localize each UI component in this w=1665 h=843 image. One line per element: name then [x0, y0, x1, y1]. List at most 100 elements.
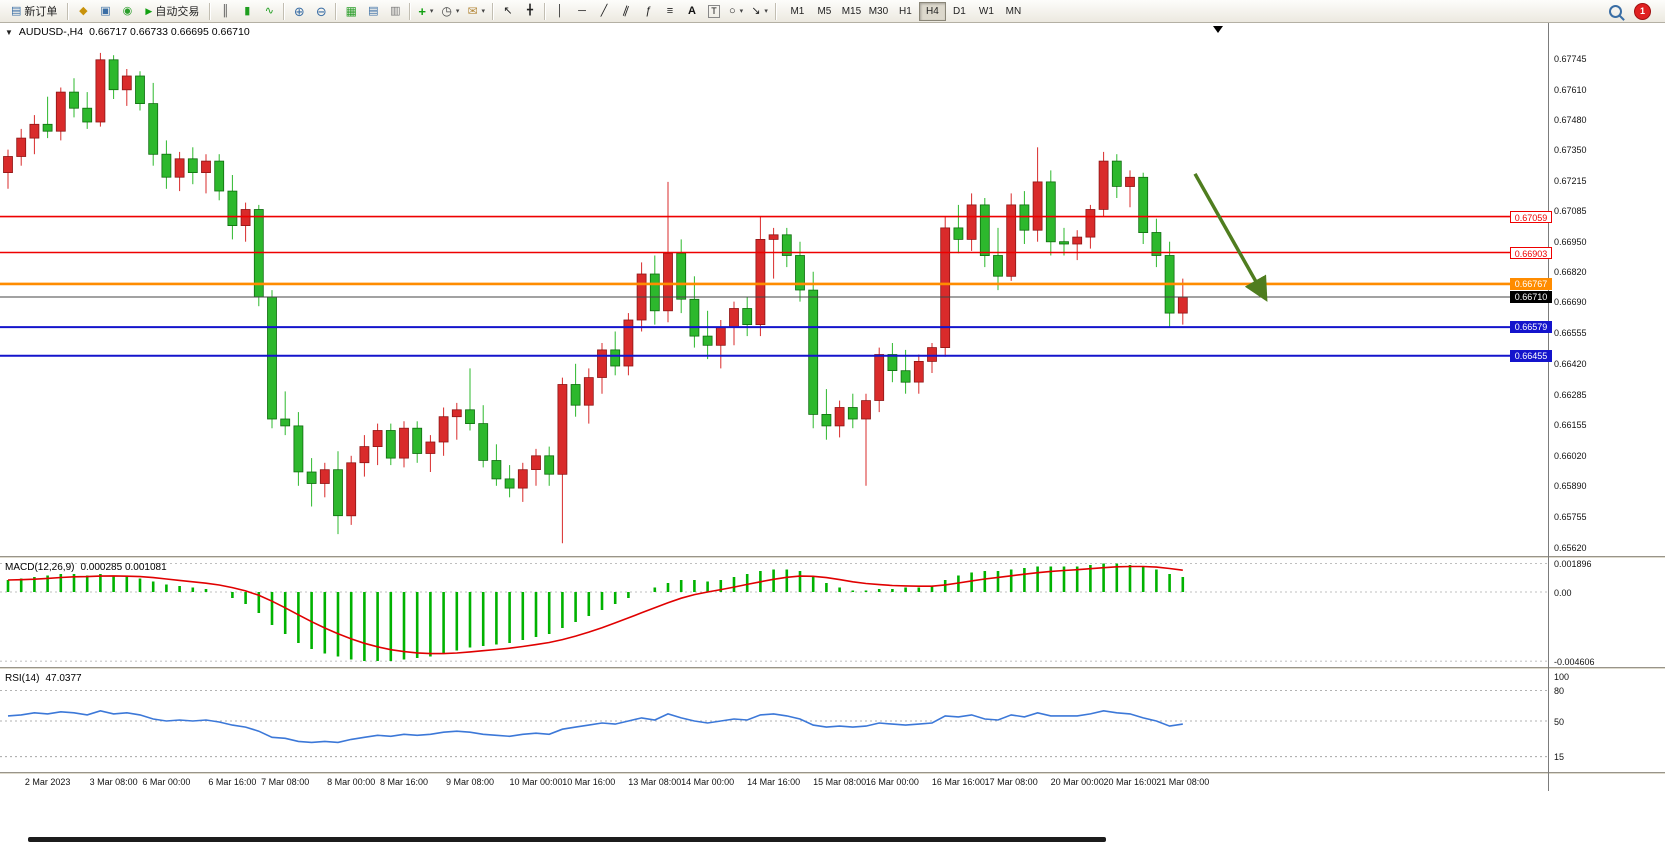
- rsi-axis-label: 50: [1554, 716, 1565, 727]
- new-order-icon: ▤: [11, 4, 22, 17]
- trend-arrow: [1193, 172, 1268, 302]
- price-axis-tick: 0.65620: [1554, 543, 1587, 554]
- arrows-tool-button[interactable]: ↘ ▾: [747, 1, 772, 21]
- current-price-label: 0.66710: [1510, 291, 1552, 303]
- price-axis-tick: 0.67350: [1554, 145, 1587, 156]
- price-axis-tick: 0.66820: [1554, 267, 1587, 278]
- timeframe-button-M15[interactable]: M15: [838, 2, 865, 21]
- template-icon: ✉: [467, 4, 478, 18]
- price-axis-tick: 0.66690: [1554, 297, 1587, 308]
- macd-panel-canvas[interactable]: [0, 559, 1548, 667]
- zoom-in-button[interactable]: ⊕: [288, 1, 310, 21]
- timeframe-button-D1[interactable]: D1: [946, 2, 973, 21]
- bar-chart-type-button[interactable]: ║: [214, 1, 236, 21]
- crosshair-button[interactable]: ╋: [519, 1, 541, 21]
- timeframe-button-M30[interactable]: M30: [865, 2, 892, 21]
- market-watch-button[interactable]: ◆: [72, 1, 94, 21]
- horizontal-line-tool-button[interactable]: ─: [571, 1, 593, 21]
- horizontal-scrollbar[interactable]: [28, 837, 1106, 842]
- text-tool-icon: A: [688, 4, 696, 17]
- zoom-in-icon: ⊕: [293, 3, 305, 19]
- auto-trading-play-icon: ▶: [145, 5, 153, 16]
- period-clock-button[interactable]: ◷ ▾: [437, 1, 463, 21]
- time-axis-label: 20 Mar 00:00: [1050, 777, 1104, 787]
- macd-axis-label: -0.004606: [1554, 656, 1595, 667]
- price-axis-tick: 0.66155: [1554, 420, 1587, 431]
- symbol-timeframe-label: AUDUSD-,H4: [18, 26, 84, 38]
- hline-price-label: 0.66767: [1510, 277, 1552, 290]
- price-axis-tick: 0.66555: [1554, 328, 1587, 339]
- rsi-axis-label: 80: [1554, 685, 1565, 696]
- price-chart-canvas[interactable]: [0, 23, 1548, 556]
- macd-histogram-bars: [6, 563, 1185, 661]
- panel-separator[interactable]: [0, 667, 1665, 670]
- cycle-lines-tool-button[interactable]: ≡: [659, 1, 681, 21]
- search-button[interactable]: [1604, 1, 1626, 21]
- fibonacci-tool-button[interactable]: ƒ: [637, 1, 659, 21]
- rsi-line: [7, 709, 1183, 744]
- time-axis-label: 6 Mar 00:00: [142, 777, 191, 787]
- time-axis-label: 15 Mar 08:00: [813, 777, 867, 787]
- price-axis-tick: 0.67215: [1554, 176, 1587, 187]
- zoom-out-button[interactable]: ⊖: [310, 1, 332, 21]
- arrows-icon: ↘: [751, 4, 761, 17]
- macd-indicator-label: MACD(12,26,9) 0.000285 0.001081: [5, 562, 167, 573]
- channel-tool-button[interactable]: ∥: [615, 1, 637, 21]
- vertical-line-icon: │: [556, 4, 564, 17]
- timeframe-button-W1[interactable]: W1: [973, 2, 1000, 21]
- rsi-panel-canvas[interactable]: [0, 670, 1548, 772]
- cascade-windows-button[interactable]: ▤: [362, 1, 384, 21]
- candlestick-chart-type-button[interactable]: ▮: [236, 1, 258, 21]
- search-icon: [1608, 4, 1622, 18]
- zoom-out-icon: ⊖: [315, 3, 327, 19]
- time-axis-label: 10 Mar 00:00: [509, 777, 563, 787]
- time-axis-label: 3 Mar 08:00: [89, 777, 138, 787]
- timeframe-button-M1[interactable]: M1: [784, 2, 811, 21]
- market-watch-icon: ◆: [79, 4, 88, 17]
- rsi-indicator-label: RSI(14) 47.0377: [5, 673, 82, 684]
- arrange-windows-icon: ▥: [390, 4, 401, 17]
- arrange-windows-button[interactable]: ▥: [384, 1, 406, 21]
- toolbar-separator: [492, 2, 495, 20]
- timeframe-button-H4[interactable]: H4: [918, 1, 946, 21]
- vertical-line-tool-button[interactable]: │: [549, 1, 571, 21]
- new-order-button[interactable]: ▤ 新订单: [4, 1, 64, 21]
- rsi-axis-label: 100: [1554, 672, 1570, 682]
- time-axis-label: 9 Mar 08:00: [445, 777, 495, 787]
- collapse-icon[interactable]: ▼: [5, 27, 13, 37]
- macd-name: MACD(12,26,9): [5, 562, 75, 573]
- tile-windows-button[interactable]: ▦: [340, 1, 362, 21]
- timeframe-button-H1[interactable]: H1: [892, 2, 919, 21]
- shapes-tool-button[interactable]: ○ ▾: [725, 1, 747, 21]
- timeframe-button-MN[interactable]: MN: [1000, 2, 1027, 21]
- notification-badge[interactable]: 1: [1634, 2, 1651, 20]
- macd-values: 0.000285 0.001081: [80, 562, 167, 573]
- charts-window-button[interactable]: ▣: [94, 1, 116, 21]
- time-axis-label: 14 Mar 16:00: [747, 777, 801, 787]
- toolbar-separator: [409, 2, 412, 20]
- auto-trading-button[interactable]: ▶ 自动交易: [138, 1, 206, 21]
- line-chart-type-button[interactable]: ∿: [258, 1, 280, 21]
- time-axis-label: 16 Mar 16:00: [931, 777, 985, 787]
- chart-ohlc-header: ▼ AUDUSD-,H4 0.66717 0.66733 0.66695 0.6…: [5, 26, 250, 38]
- panel-separator: [0, 772, 1665, 775]
- trendline-tool-button[interactable]: ╱: [593, 1, 615, 21]
- dropdown-caret-icon: ▾: [455, 8, 460, 15]
- timeframe-button-M5[interactable]: M5: [811, 2, 838, 21]
- label-tool-button[interactable]: T: [703, 1, 725, 21]
- time-axis-label: 6 Mar 16:00: [208, 777, 257, 787]
- text-tool-button[interactable]: A: [681, 1, 703, 21]
- time-axis-label: 7 Mar 08:00: [261, 777, 310, 787]
- dropdown-caret-icon: ▾: [739, 8, 744, 15]
- price-axis-tick: 0.66285: [1554, 390, 1587, 401]
- cursor-button[interactable]: ↖: [497, 1, 519, 21]
- rsi-value: 47.0377: [45, 673, 82, 684]
- add-indicator-button[interactable]: + ▾: [414, 1, 437, 21]
- template-button[interactable]: ✉ ▾: [463, 1, 489, 21]
- price-axis-tick: 0.65890: [1554, 481, 1587, 492]
- trendline-icon: ╱: [600, 4, 608, 17]
- price-axis-tick: 0.66950: [1554, 237, 1587, 248]
- navigator-button[interactable]: ◉: [116, 1, 138, 21]
- dropdown-caret-icon: ▾: [481, 8, 486, 15]
- panel-separator[interactable]: [0, 556, 1665, 559]
